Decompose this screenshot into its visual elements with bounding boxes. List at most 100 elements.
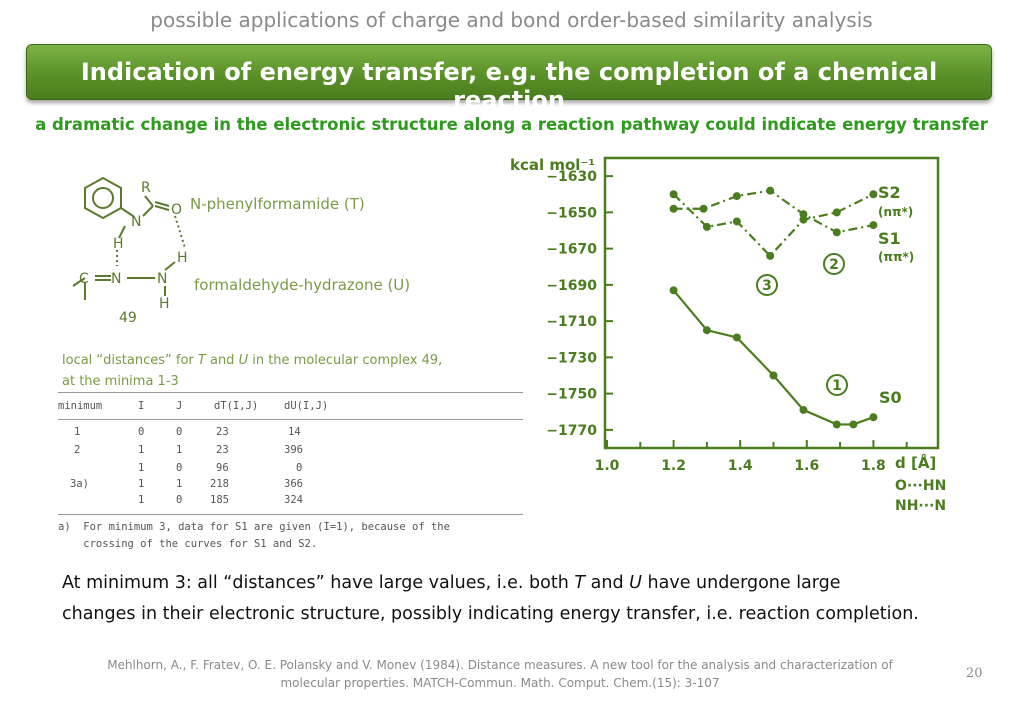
minimum-marker-2: 2: [829, 257, 839, 273]
molecule-structure: R N H N N H H C O 49: [72, 176, 188, 326]
data-point-s1: [869, 221, 878, 230]
conclusion-T: T: [574, 573, 586, 593]
compound-number: 49: [119, 310, 137, 326]
table-cell: 1: [138, 462, 145, 474]
table-cell: 324: [284, 494, 303, 506]
x-tick-label: 1.6: [794, 458, 819, 474]
table-cell: 96: [216, 462, 229, 474]
atom-N2: N: [111, 271, 121, 287]
series-group: [669, 186, 878, 429]
table-cell: 396: [284, 444, 303, 456]
y-tick-label: −1730: [546, 350, 597, 366]
chart-frame: [603, 156, 940, 450]
caption-line2: at the minima 1-3: [62, 374, 179, 389]
table-cell: 1: [138, 444, 145, 456]
y-tick-label: −1690: [546, 278, 597, 294]
chart-ylabel: kcal mol⁻¹: [510, 156, 595, 174]
series-line-s0: [672, 289, 874, 426]
title-banner: Indication of energy transfer, e.g. the …: [26, 44, 992, 114]
table-cell: 1: [138, 494, 145, 506]
caption-text-b: and: [205, 353, 239, 368]
table-cell: 1: [138, 478, 145, 490]
table-cell: 0: [296, 462, 303, 474]
table-cell: 0: [176, 494, 183, 506]
conclusion-U: U: [629, 573, 642, 593]
table-row: 1 0 185 324: [58, 494, 523, 510]
conclusion-part-a: At minimum 3: all “distances” have large…: [62, 573, 575, 593]
caption-U: U: [238, 353, 249, 368]
label-hydrazone: formaldehyde-hydrazone (U): [194, 276, 411, 294]
minimum-marker-2-ring: [823, 253, 845, 275]
reference-line2: molecular properties. MATCH-Commun. Math…: [280, 676, 720, 690]
table-row: 1 0 0 23 14: [58, 426, 523, 442]
minimum-marker-1-ring: [826, 374, 848, 396]
table-cell: 1: [176, 478, 183, 490]
atom-C: C: [79, 271, 89, 287]
table-cell: 2: [74, 444, 81, 456]
x-axis-ticks: 1.0 1.2 1.4 1.6 1.8: [595, 440, 908, 474]
table-header: J: [176, 400, 183, 412]
data-point-s0: [702, 326, 711, 335]
table-cell: 0: [138, 426, 145, 438]
aromatic-circle: [92, 187, 114, 209]
data-point-s0: [832, 420, 841, 429]
conclusion-part-b: and: [585, 573, 630, 593]
y-tick-label: −1650: [546, 205, 597, 221]
table-cell: 1: [176, 444, 183, 456]
atom-H3: H: [159, 296, 170, 312]
minimum-marker-3-ring: [756, 274, 778, 296]
conclusion-part-c: have undergone large: [641, 573, 841, 593]
minimum-marker-1: 1: [832, 378, 842, 394]
table-row: 2 1 1 23 396: [58, 444, 523, 460]
table-cell: 14: [288, 426, 301, 438]
table-cell: 0: [176, 462, 183, 474]
data-point-s2: [832, 208, 841, 217]
data-point-s2: [799, 215, 808, 224]
reference-line1: Mehlhorn, A., F. Fratev, O. E. Polansky …: [107, 658, 893, 672]
data-point-s1: [766, 186, 775, 195]
atom-O: O: [171, 202, 182, 218]
series-label-s2: S2: [878, 183, 901, 202]
data-point-s1: [732, 192, 741, 201]
y-tick-label: −1670: [546, 242, 597, 258]
table-row: 1 0 96 0: [58, 462, 523, 478]
banner-title: Indication of energy transfer, e.g. the …: [80, 58, 938, 114]
series-sublabel-s2: (nπ*): [878, 205, 913, 219]
energy-chart: kcal mol⁻¹ −1630 −1650 −1670 −1690 −1710 −173…: [510, 156, 946, 514]
table-rule-mid: [58, 419, 523, 420]
data-point-s0: [732, 333, 741, 342]
table-rule-top: [58, 392, 523, 393]
x-sublabel-1: O···HN: [895, 478, 946, 494]
data-point-s0: [869, 413, 878, 422]
table-cell: 3a): [70, 478, 89, 490]
page-number: 20: [966, 666, 983, 681]
conclusion-text: At minimum 3: all “distances” have large…: [62, 568, 919, 630]
table-cell: 23: [216, 444, 229, 456]
slide-supertitle: possible applications of charge and bond…: [150, 8, 873, 32]
y-axis-ticks: −1630 −1650 −1670 −1690 −1710 −1730 −1750 −1770: [546, 169, 613, 439]
data-point-s0: [669, 286, 678, 295]
data-point-s0: [849, 420, 858, 429]
data-point-s2: [669, 190, 678, 199]
footnote-line2: crossing of the curves for S1 and S2.: [58, 538, 318, 550]
phenyl-ring: [84, 176, 122, 220]
footnote-line1: a) For minimum 3, data for S1 are given …: [58, 521, 450, 533]
table-cell: 23: [216, 426, 229, 438]
series-sublabel-s1: (ππ*): [878, 250, 914, 264]
caption-T: T: [197, 353, 206, 368]
data-point-s0: [799, 405, 808, 414]
series-label-s0: S0: [879, 388, 902, 407]
data-point-s1: [699, 204, 708, 213]
table-cell: 1: [74, 426, 81, 438]
reference-citation: Mehlhorn, A., F. Fratev, O. E. Polansky …: [60, 656, 940, 692]
data-point-s2: [732, 217, 741, 226]
table-cell: 185: [210, 494, 229, 506]
minimum-marker-3: 3: [762, 278, 772, 294]
atom-H1: H: [113, 236, 124, 252]
table-header-row: minimum I J dT(I,J) dU(I,J): [58, 400, 523, 416]
atom-R: R: [141, 180, 151, 196]
caption-text-a: local “distances” for: [62, 353, 198, 368]
x-tick-label: 1.4: [728, 458, 753, 474]
table-footnote: a) For minimum 3, data for S1 are given …: [58, 519, 528, 553]
x-tick-label: 1.2: [661, 458, 686, 474]
